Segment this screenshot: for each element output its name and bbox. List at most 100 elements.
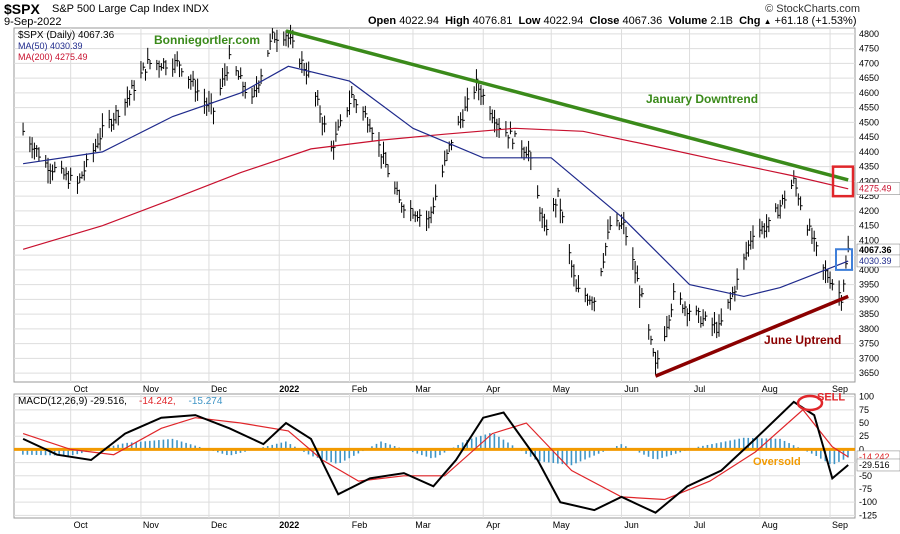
macd-histogram-bar	[330, 449, 332, 463]
price-x-tick-label: Mar	[415, 384, 431, 394]
price-x-tick-label: 2022	[279, 384, 299, 394]
macd-histogram-bar	[507, 442, 509, 450]
macd-histogram-bar	[393, 446, 396, 450]
macd-x-tick-label: Sep	[832, 520, 848, 530]
macd-histogram-bar	[53, 449, 56, 456]
price-y-tick-label: 4550	[859, 103, 879, 113]
macd-histogram-bar	[597, 449, 600, 454]
macd-histogram-bar	[121, 443, 124, 450]
macd-histogram-bar	[139, 441, 142, 450]
macd-histogram-bar	[117, 444, 119, 450]
macd-y-tick-label: 0	[859, 444, 864, 454]
legend-ma50: MA(50) 4030.39	[18, 41, 83, 51]
macd-histogram-bar	[511, 445, 514, 450]
price-x-tick-label: Sep	[832, 384, 848, 394]
macd-histogram-bar	[135, 442, 138, 450]
price-y-tick-label: 3800	[859, 324, 879, 334]
macd-histogram-bar	[466, 439, 468, 450]
macd-histogram-bar	[348, 449, 351, 459]
macd-histogram-bar	[779, 438, 781, 450]
macd-x-tick-label: Apr	[486, 520, 500, 530]
macd-x-tick-label: Jul	[694, 520, 706, 530]
macd-histogram-bar	[475, 437, 478, 450]
macd-histogram-bar	[579, 449, 582, 462]
macd-histogram-bar	[792, 445, 795, 450]
macd-histogram-bar	[357, 449, 360, 454]
price-y-tick-label: 4450	[859, 132, 879, 142]
macd-histogram-bar	[484, 434, 487, 450]
macd-panel-frame	[13, 393, 856, 519]
ma200-value-label-box	[856, 182, 900, 195]
macd-histogram-bar	[493, 433, 496, 450]
macd-histogram-bar	[720, 442, 722, 450]
volume-value: 2.1B	[710, 15, 733, 27]
macd-histogram-bar	[847, 449, 849, 458]
open-value: 4022.94	[399, 15, 439, 27]
macd-legend-part: -14.242,	[139, 396, 176, 407]
macd-histogram-bar	[670, 449, 672, 456]
macd-histogram-bar	[765, 438, 768, 450]
macd-histogram-bar	[561, 449, 564, 465]
high-value: 4076.81	[472, 15, 513, 27]
price-x-tick-label: Dec	[211, 384, 228, 394]
macd-x-tick-label: Aug	[762, 520, 778, 530]
macd-histogram-bar	[439, 449, 441, 456]
price-y-tick-label: 3750	[859, 339, 879, 349]
macd-histogram-bar	[153, 440, 156, 450]
signal-value-label: -14.242	[859, 452, 890, 462]
ma200-cross-highlight-box	[831, 165, 855, 198]
macd-histogram-bar	[44, 449, 47, 456]
close-label: Close	[589, 15, 620, 27]
price-y-tick-label: 4250	[859, 191, 879, 201]
macd-histogram-bar	[167, 439, 169, 450]
ma50-value-label-box	[856, 254, 900, 268]
macd-histogram-bar	[538, 449, 541, 462]
change-arrow-icon: ▲	[763, 17, 772, 26]
macd-histogram-bar	[656, 449, 659, 460]
macd-histogram-bar	[275, 443, 278, 450]
macd-histogram-bar	[171, 438, 174, 450]
change-value: +61.18 (+1.53%)	[774, 15, 857, 27]
macd-histogram-bar	[130, 442, 133, 450]
macd-histogram-bar	[321, 449, 323, 460]
macd-signal-line	[22, 408, 849, 501]
macd-histogram-bar	[112, 445, 115, 450]
macd-histogram-bar	[71, 449, 74, 456]
macd-histogram-bar	[625, 446, 627, 450]
ohlc-readout: Open 4022.94 High 4076.81 Low 4022.94 Cl…	[368, 15, 857, 27]
macd-histogram-bar	[144, 441, 147, 450]
legend-ma200: MA(200) 4275.49	[18, 52, 88, 62]
macd-histogram-bar	[312, 449, 314, 457]
macd-histogram-bar	[652, 449, 654, 459]
macd-histogram-bar	[189, 444, 192, 450]
macd-histogram-bar	[742, 437, 745, 450]
macd-x-tick-label: Nov	[143, 520, 160, 530]
macd-histogram-bar	[226, 449, 228, 456]
price-y-tick-label: 3650	[859, 368, 879, 378]
macd-histogram-bar	[353, 449, 355, 456]
macd-histogram-bar	[280, 442, 283, 450]
macd-histogram-bar	[185, 442, 187, 450]
macd-histogram-bar	[40, 449, 42, 456]
macd-legend-part: MACD(12,26,9) -29.516,	[18, 396, 127, 407]
macd-histogram-bar	[76, 449, 79, 455]
macd-x-tick-label: Feb	[352, 520, 368, 530]
macd-histogram-bar	[711, 444, 713, 450]
price-x-tick-label: Feb	[352, 384, 368, 394]
price-y-tick-label: 4100	[859, 235, 879, 245]
low-label: Low	[518, 15, 541, 27]
macd-histogram-bar	[479, 435, 482, 450]
macd-histogram-bar	[738, 438, 740, 450]
symbol-title: $SPX	[4, 1, 40, 17]
macd-histogram-bar	[180, 441, 183, 450]
macd-histogram-bar	[593, 449, 595, 456]
macd-histogram-bar	[375, 443, 378, 450]
macd-histogram-bar	[729, 440, 731, 450]
ma50-cross-highlight-box	[835, 248, 853, 271]
macd-histogram-bar	[325, 449, 328, 461]
macd-histogram-bar	[371, 446, 373, 450]
macd-histogram-bar	[22, 449, 24, 455]
macd-x-tick-label: Oct	[74, 520, 89, 530]
price-y-tick-label: 4800	[859, 29, 879, 39]
